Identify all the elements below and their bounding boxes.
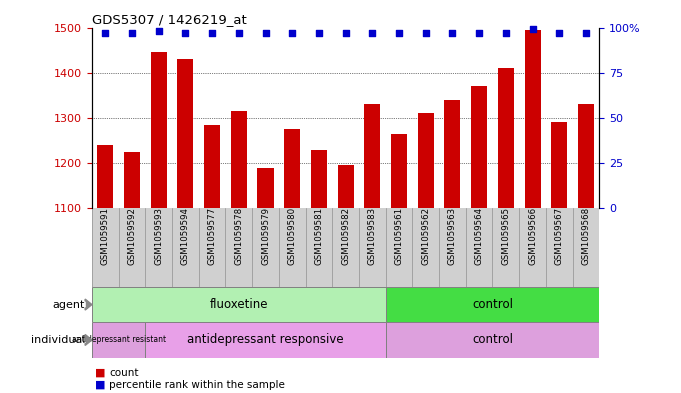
Text: fluoxetine: fluoxetine (210, 298, 268, 311)
Point (420, 30, 431, 36)
Point (474, 30, 485, 36)
Bar (97, 145, 113, 208)
Text: antidepressant resistant: antidepressant resistant (72, 336, 165, 344)
Point (180, 30, 191, 36)
Point (153, 28, 164, 34)
Bar (92, 322, 145, 358)
Point (554, 30, 565, 36)
Bar (92, 287, 385, 322)
Text: control: control (472, 333, 513, 347)
Bar (524, 30, 541, 208)
Bar (177, 59, 193, 208)
Point (260, 30, 271, 36)
Point (527, 26, 538, 33)
Bar (151, 52, 167, 208)
Text: count: count (109, 367, 138, 378)
Bar (231, 111, 247, 208)
Bar (417, 113, 434, 208)
Text: control: control (472, 298, 513, 311)
Bar (204, 125, 220, 208)
Point (234, 30, 244, 36)
Text: ■: ■ (95, 367, 106, 378)
Point (100, 30, 111, 36)
Point (340, 30, 351, 36)
Bar (145, 322, 385, 358)
Bar (284, 129, 300, 208)
Bar (551, 122, 567, 208)
Bar (391, 134, 407, 208)
Bar (385, 322, 599, 358)
Point (367, 30, 378, 36)
Point (447, 30, 458, 36)
Point (287, 30, 298, 36)
Bar (257, 167, 274, 208)
Bar (578, 104, 594, 208)
Point (206, 30, 217, 36)
Point (127, 30, 138, 36)
Text: individual: individual (31, 335, 85, 345)
Bar (124, 152, 140, 208)
Text: ■: ■ (95, 380, 106, 390)
Text: percentile rank within the sample: percentile rank within the sample (109, 380, 285, 390)
Point (394, 30, 405, 36)
Point (580, 30, 591, 36)
Bar (364, 104, 380, 208)
Text: antidepressant responsive: antidepressant responsive (187, 333, 344, 347)
Text: agent: agent (52, 299, 85, 310)
Bar (471, 86, 487, 208)
Point (501, 30, 511, 36)
Bar (311, 149, 327, 208)
Text: GDS5307 / 1426219_at: GDS5307 / 1426219_at (92, 13, 247, 26)
Bar (338, 165, 353, 208)
Bar (385, 287, 599, 322)
Bar (445, 100, 460, 208)
Bar (498, 68, 514, 208)
Point (313, 30, 324, 36)
